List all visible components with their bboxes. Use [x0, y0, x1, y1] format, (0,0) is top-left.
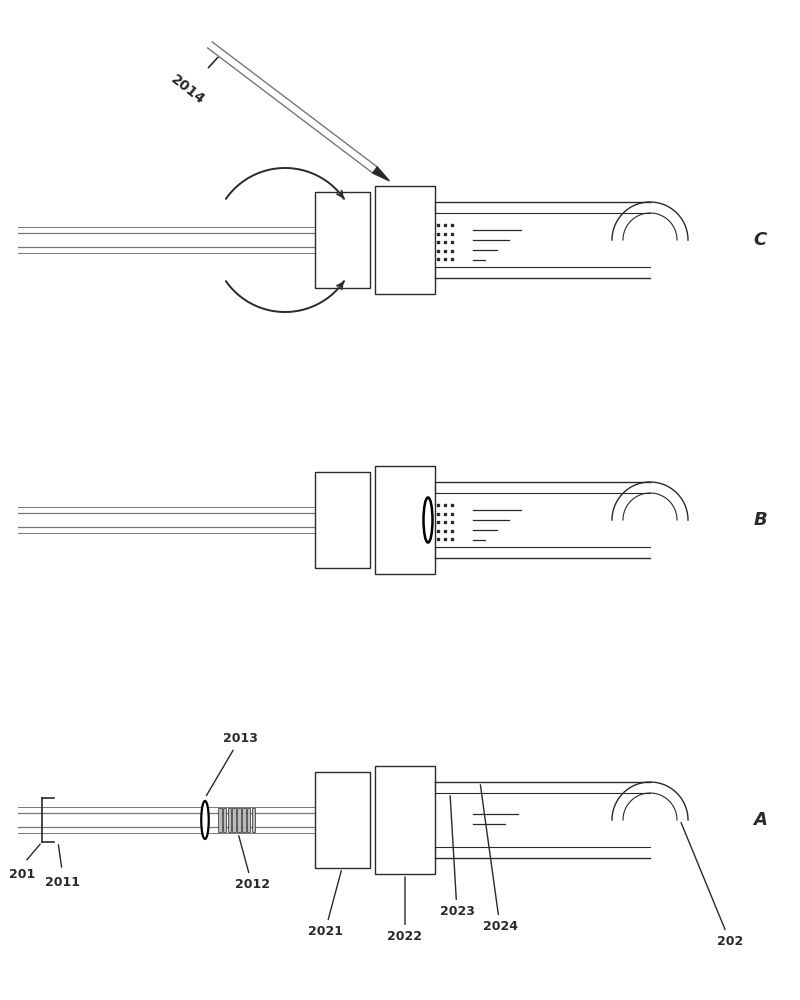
Bar	[242, 808, 246, 832]
Bar	[238, 808, 241, 832]
Bar	[218, 808, 222, 832]
Text: A: A	[753, 811, 767, 829]
Bar	[315, 472, 370, 568]
Bar	[375, 466, 435, 574]
Bar	[375, 186, 435, 294]
Bar	[246, 808, 250, 832]
Text: 2011: 2011	[45, 876, 79, 889]
Text: 2022: 2022	[387, 877, 422, 943]
Text: 202: 202	[681, 823, 743, 948]
Bar	[315, 772, 370, 868]
Text: 2014: 2014	[168, 57, 218, 107]
Bar	[251, 808, 255, 832]
Bar	[315, 192, 370, 288]
Bar	[233, 808, 236, 832]
Polygon shape	[373, 167, 390, 181]
Text: C: C	[754, 231, 766, 249]
Bar	[228, 808, 231, 832]
Ellipse shape	[423, 497, 433, 542]
Text: 2013: 2013	[206, 732, 258, 796]
Text: 2021: 2021	[307, 871, 342, 938]
Text: B: B	[753, 511, 767, 529]
Text: 2012: 2012	[234, 836, 270, 891]
Text: 2024: 2024	[480, 785, 518, 933]
Bar	[222, 808, 226, 832]
Text: 201: 201	[9, 868, 35, 881]
Text: 2023: 2023	[439, 796, 474, 918]
Bar	[375, 766, 435, 874]
Polygon shape	[208, 42, 378, 173]
Ellipse shape	[202, 801, 209, 839]
